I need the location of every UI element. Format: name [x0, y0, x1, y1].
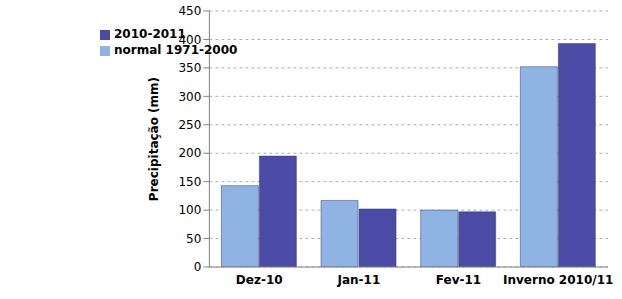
svg-text:Inverno 2010/11: Inverno 2010/11 — [503, 273, 613, 287]
svg-text:150: 150 — [178, 175, 201, 189]
svg-text:0: 0 — [194, 260, 202, 274]
svg-text:250: 250 — [178, 118, 201, 132]
svg-text:200: 200 — [178, 146, 201, 160]
html-text:2010-2011: 2010-2011 — [114, 27, 186, 41]
svg-text:Jan-11: Jan-11 — [336, 273, 380, 287]
svg-text:300: 300 — [178, 90, 201, 104]
svg-text:100: 100 — [178, 203, 201, 217]
svg-text:Precipitação (mm): Precipitação (mm) — [147, 77, 161, 201]
svg-text:50: 50 — [186, 232, 201, 246]
svg-text:400: 400 — [178, 33, 201, 47]
html-text:normal 1971-2000: normal 1971-2000 — [114, 43, 238, 57]
svg-text:Dez-10: Dez-10 — [236, 273, 283, 287]
svg-text:350: 350 — [178, 61, 201, 75]
svg-text:Fev-11: Fev-11 — [436, 273, 481, 287]
svg-text:450: 450 — [178, 4, 201, 18]
